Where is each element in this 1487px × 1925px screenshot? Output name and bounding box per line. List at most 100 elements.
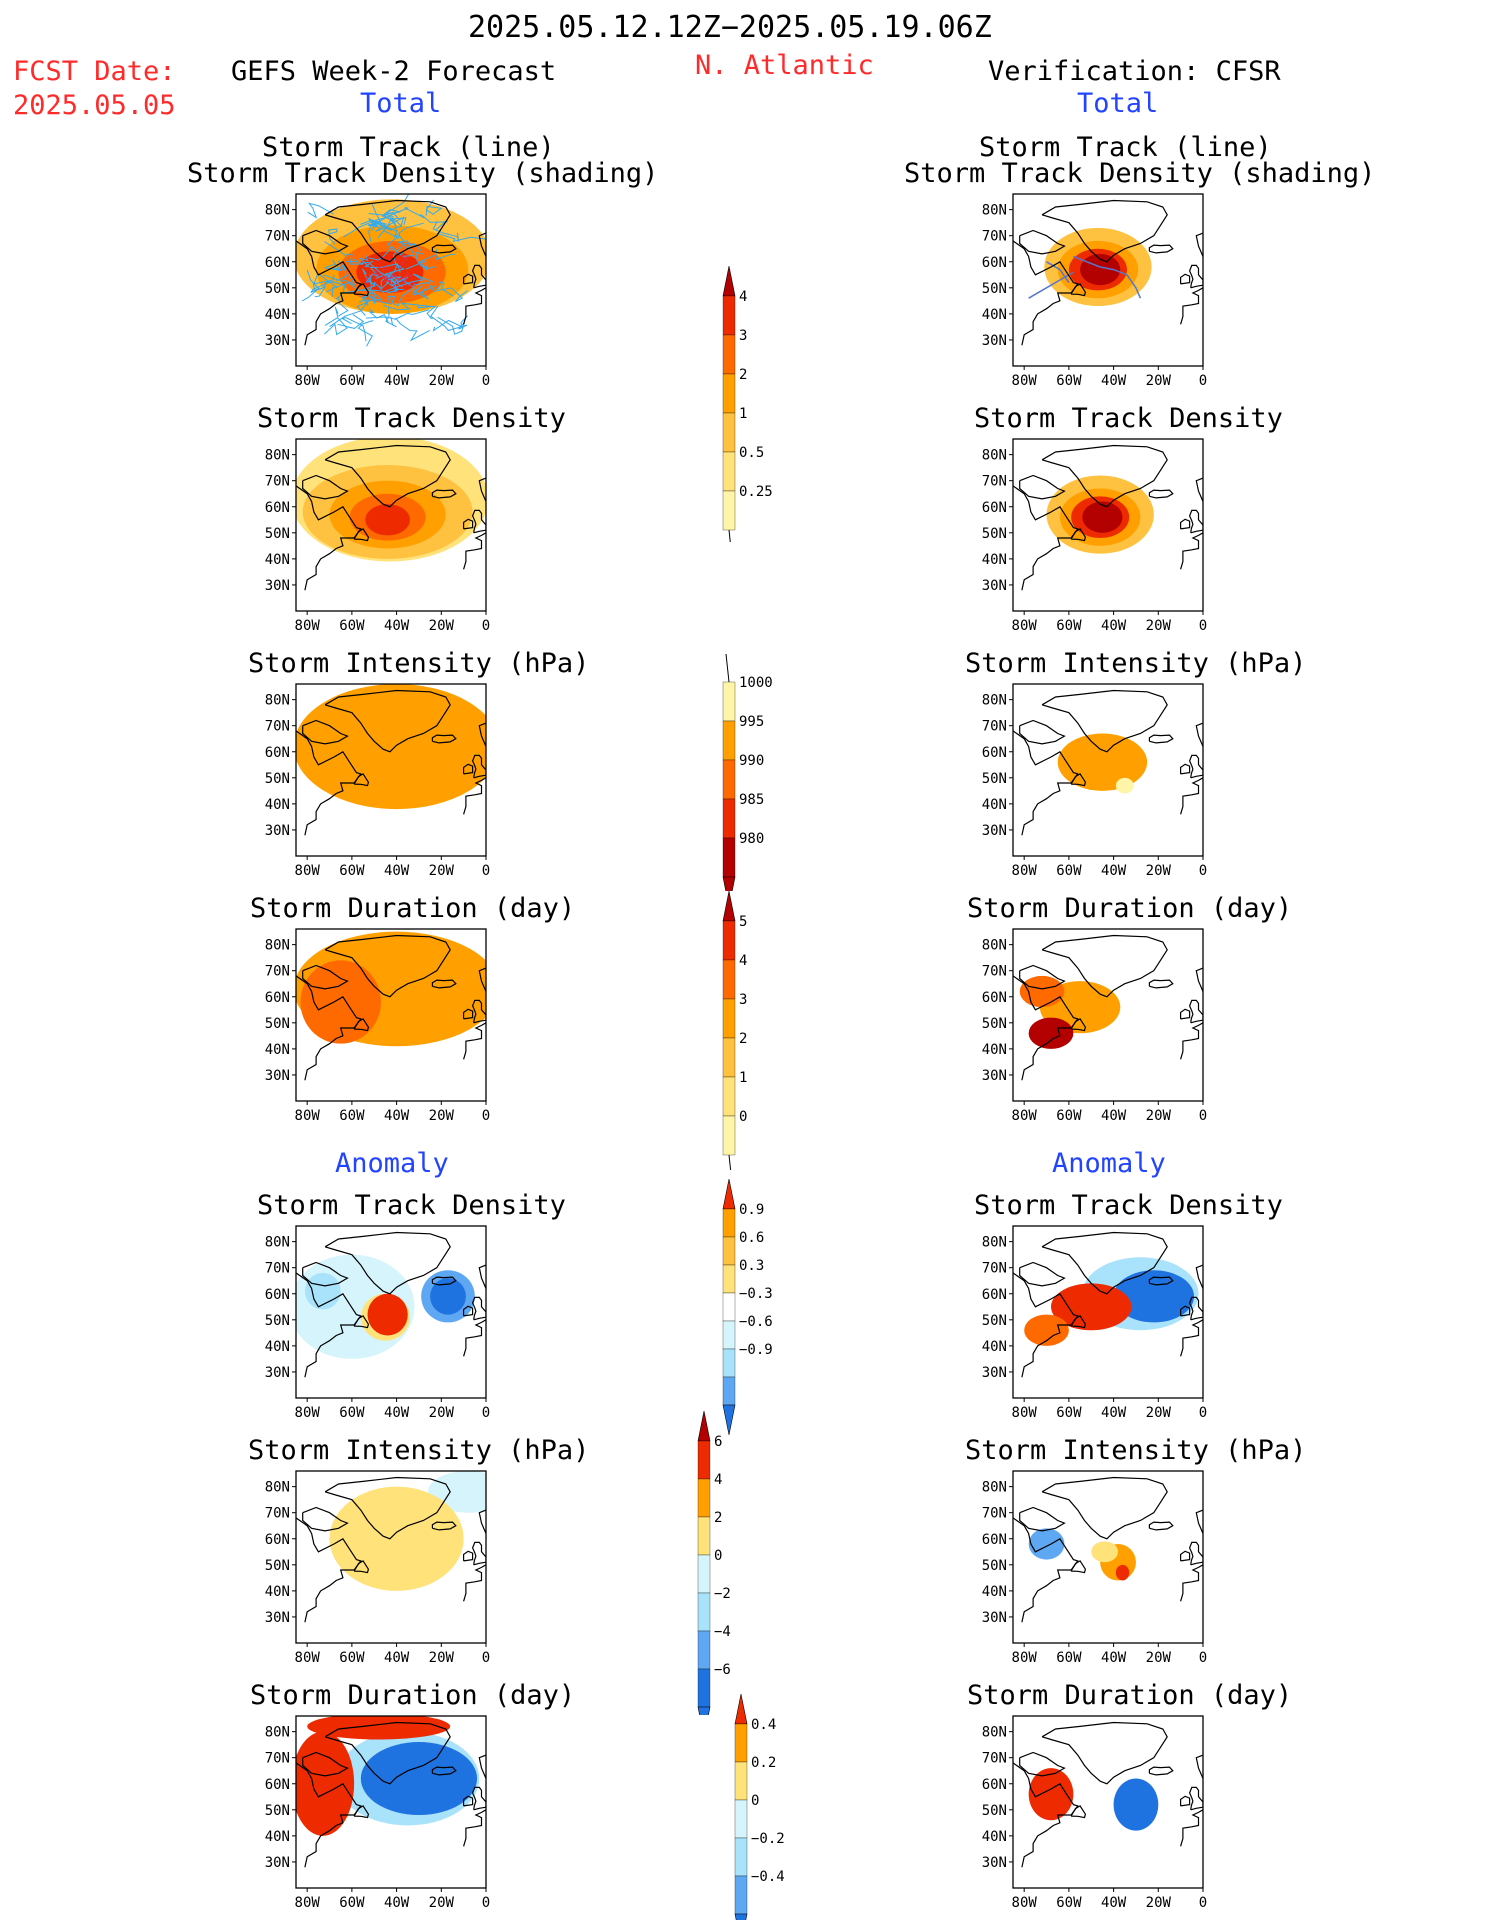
colorbar-anomaly-duration: 0.4 0.2 0 −0.2 −0.4 <box>734 1693 785 1920</box>
lon-tick-label: 60W <box>339 863 365 879</box>
lat-tick-label: 80N <box>982 203 1007 219</box>
lat-tick-label: 40N <box>982 307 1007 323</box>
title-anom-intensity-left: Storm Intensity (hPa) <box>248 1435 590 1466</box>
lon-tick-label: 20W <box>1146 1650 1172 1666</box>
lat-tick-label: 50N <box>265 1313 290 1329</box>
lon-tick-label: 20W <box>1146 618 1172 634</box>
lat-tick-label: 30N <box>265 1068 290 1084</box>
lon-tick-label: 60W <box>1056 373 1082 389</box>
lon-tick-label: 60W <box>1056 863 1082 879</box>
lon-tick-label: 40W <box>1101 863 1127 879</box>
colorbar-tick-label: 1 <box>739 1070 747 1086</box>
lon-tick-label: 0 <box>1199 373 1207 389</box>
lon-tick-label: 0 <box>482 618 490 634</box>
lon-tick-label: 80W <box>1012 1895 1038 1911</box>
title-density-left: Storm Track Density <box>257 403 566 434</box>
lat-tick-label: 60N <box>982 745 1007 761</box>
fcst-label: FCST Date: <box>13 56 176 87</box>
colorbar-tick-label: 0.3 <box>739 1258 764 1274</box>
lon-tick-label: 40W <box>1101 1650 1127 1666</box>
colorbar-tick-label: 0.4 <box>751 1717 776 1733</box>
total-right-label: Total <box>1077 88 1159 119</box>
lat-tick-label: 30N <box>982 1610 1007 1626</box>
map-verification-duration: 80N 70N 60N 50N 40N 30N 80W 60W 40W 20W 0 <box>982 928 1207 1124</box>
colorbar-tick-label: 4 <box>739 953 747 969</box>
lat-tick-label: 80N <box>982 1480 1007 1496</box>
lat-tick-label: 40N <box>265 1339 290 1355</box>
lon-tick-label: 40W <box>384 863 410 879</box>
lon-tick-label: 20W <box>429 1895 455 1911</box>
title-anom-density-left: Storm Track Density <box>257 1190 566 1221</box>
map-forecast-track-density: 80N 70N 60N 50N 40N 30N 80W 60W 40W 20W 0 <box>265 193 490 389</box>
title-intensity-right: Storm Intensity (hPa) <box>965 648 1307 679</box>
lat-tick-label: 40N <box>982 797 1007 813</box>
lat-tick-label: 70N <box>265 1751 290 1767</box>
title-density-right: Storm Track Density <box>974 403 1283 434</box>
lat-tick-label: 40N <box>982 1829 1007 1845</box>
lon-tick-label: 0 <box>1199 618 1207 634</box>
lon-tick-label: 0 <box>482 373 490 389</box>
model-title: GEFS Week-2 Forecast <box>231 56 557 87</box>
lon-tick-label: 0 <box>482 1650 490 1666</box>
lat-tick-label: 30N <box>982 578 1007 594</box>
colorbar-density: 4 3 2 1 0.5 0.25 <box>722 265 773 542</box>
lon-tick-label: 20W <box>429 373 455 389</box>
lat-tick-label: 70N <box>265 474 290 490</box>
lat-tick-label: 40N <box>982 1042 1007 1058</box>
lon-tick-label: 40W <box>384 373 410 389</box>
lat-tick-label: 40N <box>265 552 290 568</box>
lon-tick-label: 20W <box>429 1108 455 1124</box>
colorbar-tick-label: 6 <box>714 1434 722 1450</box>
colorbar-tick-label: −0.6 <box>739 1314 773 1330</box>
lon-tick-label: 60W <box>339 1895 365 1911</box>
lat-tick-label: 80N <box>265 1480 290 1496</box>
colorbar-tick-label: 990 <box>739 753 764 769</box>
map-verification-intensity: 80N 70N 60N 50N 40N 30N 80W 60W 40W 20W 0 <box>982 683 1207 879</box>
lat-tick-label: 30N <box>982 1855 1007 1871</box>
title-anom-duration-left: Storm Duration (day) <box>250 1680 576 1711</box>
lon-tick-label: 40W <box>384 1405 410 1421</box>
lon-tick-label: 60W <box>339 618 365 634</box>
lat-tick-label: 60N <box>982 1532 1007 1548</box>
lon-tick-label: 60W <box>339 373 365 389</box>
lat-tick-label: 70N <box>265 964 290 980</box>
map-forecast-density: 80N 70N 60N 50N 40N 30N 80W 60W 40W 20W 0 <box>265 438 490 634</box>
lat-tick-label: 80N <box>982 938 1007 954</box>
lon-tick-label: 40W <box>384 1895 410 1911</box>
title-anom-duration-right: Storm Duration (day) <box>967 1680 1293 1711</box>
lat-tick-label: 60N <box>265 745 290 761</box>
title-track-shading-left: Storm Track Density (shading) <box>187 158 659 189</box>
lon-tick-label: 40W <box>384 1650 410 1666</box>
lat-tick-label: 70N <box>982 1751 1007 1767</box>
map-forecast-duration: 80N 70N 60N 50N 40N 30N 80W 60W 40W 20W 0 <box>265 928 490 1124</box>
lat-tick-label: 50N <box>265 281 290 297</box>
lon-tick-label: 0 <box>482 863 490 879</box>
colorbar-tick-label: 1 <box>739 406 747 422</box>
lon-tick-label: 60W <box>1056 1108 1082 1124</box>
map-forecast-anomaly-intensity: 80N 70N 60N 50N 40N 30N 80W 60W 40W 20W 0 <box>265 1470 490 1666</box>
lon-tick-label: 80W <box>1012 863 1038 879</box>
lat-tick-label: 80N <box>265 203 290 219</box>
lat-tick-label: 30N <box>265 1610 290 1626</box>
lon-tick-label: 0 <box>482 1895 490 1911</box>
colorbar-tick-label: 4 <box>714 1472 722 1488</box>
lat-tick-label: 60N <box>982 500 1007 516</box>
lat-tick-label: 60N <box>265 255 290 271</box>
lon-tick-label: 20W <box>429 1405 455 1421</box>
lat-tick-label: 60N <box>265 990 290 1006</box>
title-track-line-left: Storm Track (line) <box>262 132 555 163</box>
map-verification-anomaly-density: 80N 70N 60N 50N 40N 30N 80W 60W 40W 20W 0 <box>982 1225 1207 1421</box>
lat-tick-label: 70N <box>265 1506 290 1522</box>
lon-tick-label: 20W <box>429 618 455 634</box>
lon-tick-label: 60W <box>1056 618 1082 634</box>
lon-tick-label: 60W <box>339 1650 365 1666</box>
map-forecast-intensity: 80N 70N 60N 50N 40N 30N 80W 60W 40W 20W 0 <box>265 683 490 879</box>
lon-tick-label: 40W <box>1101 1895 1127 1911</box>
lat-tick-label: 80N <box>265 1235 290 1251</box>
lat-tick-label: 40N <box>265 307 290 323</box>
lat-tick-label: 50N <box>982 1313 1007 1329</box>
colorbar-duration: 5 4 3 2 1 0 <box>722 890 747 1170</box>
colorbar-tick-label: −0.4 <box>751 1869 785 1885</box>
colorbar-tick-label: 980 <box>739 831 764 847</box>
lon-tick-label: 0 <box>1199 1895 1207 1911</box>
